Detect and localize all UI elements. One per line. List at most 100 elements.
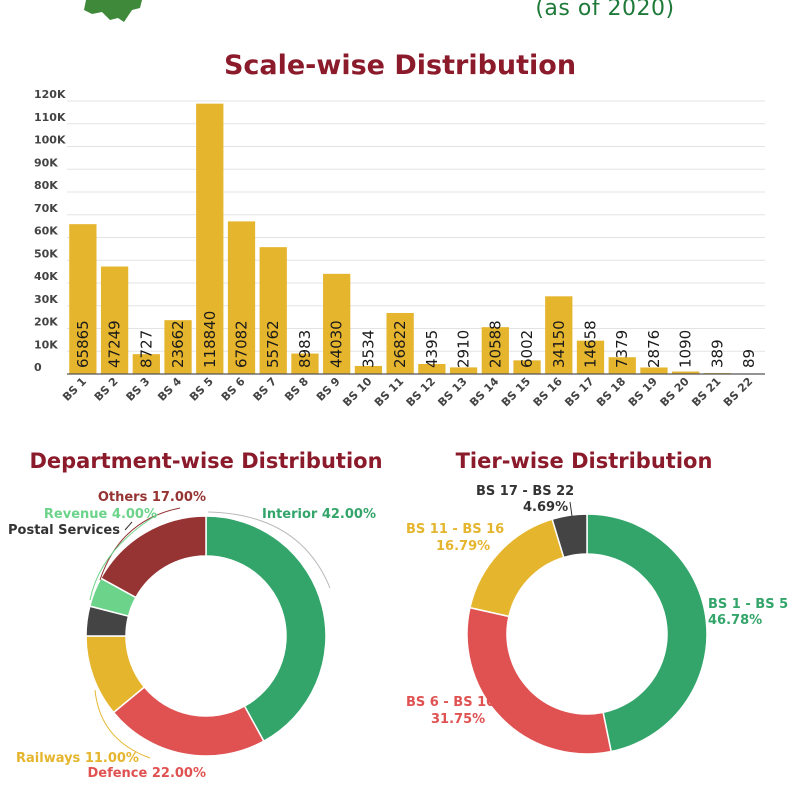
bar-data-label: 6002 <box>518 330 536 368</box>
department-slices <box>85 515 327 757</box>
bar-data-label: 4395 <box>423 330 441 368</box>
x-tick-label: BS 12 <box>404 375 438 409</box>
x-tick-label: BS 9 <box>314 375 343 404</box>
bar-data-label: 44030 <box>328 320 346 368</box>
bar <box>69 224 97 374</box>
scale-bar-chart: Scale-wise Distribution 0 10K 20K 30K 40K 50K… <box>34 50 765 409</box>
bar-data-label: 389 <box>708 339 726 368</box>
bar <box>164 320 192 374</box>
tier-percent-bs11-16: 16.79% <box>436 539 490 554</box>
y-tick-label: 30K <box>34 293 58 306</box>
bar-data-label: 67082 <box>233 320 251 368</box>
y-tick-label: 100K <box>34 134 66 147</box>
bar-data-label: 7379 <box>613 330 631 368</box>
donut-slice <box>551 513 588 559</box>
leader-line <box>94 689 151 759</box>
leader-line <box>99 507 181 581</box>
x-tick-label: BS 22 <box>721 375 755 409</box>
x-tick-label: BS 3 <box>124 375 153 404</box>
department-label-interior: Interior 42.00% <box>262 507 376 522</box>
tier-slices <box>466 513 708 755</box>
x-tick-label: BS 16 <box>531 375 565 409</box>
map-logo-icon <box>84 0 142 22</box>
bar-data-label: 1090 <box>677 330 695 368</box>
bar-x-axis: BS 1 BS 2 BS 3 BS 4 BS 5 BS 6 BS 7 BS 8 BS 9BS 1… <box>60 373 765 409</box>
x-tick-label: BS 5 <box>187 375 216 404</box>
y-tick-label: 40K <box>34 270 58 283</box>
tier-percent-bs1-5: 46.78% <box>708 613 762 628</box>
bar-data-label: 55762 <box>264 320 282 368</box>
bar-data-label: 8983 <box>296 330 314 368</box>
bar-data-label: 65865 <box>74 320 92 368</box>
leader-line <box>124 521 133 531</box>
tier-labels: BS 1 - BS 546.78% BS 6 - BS 10 31.75% BS 11… <box>406 484 788 727</box>
bar-data-label: 26822 <box>391 320 409 368</box>
x-tick-label: BS 21 <box>689 375 723 409</box>
x-tick-label: BS 7 <box>251 375 280 404</box>
donut-slice <box>99 515 207 599</box>
y-tick-label: 80K <box>34 179 58 192</box>
bar-data-label: 47249 <box>106 320 124 368</box>
y-tick-label: 20K <box>34 316 58 329</box>
y-tick-label: 10K <box>34 338 58 351</box>
y-tick-label: 70K <box>34 202 58 215</box>
tier-donut-chart: Tier-wise Distribution BS 1 - BS 546.78%… <box>406 449 788 755</box>
tier-label-bs11-16: BS 11 - BS 16 <box>406 522 504 537</box>
x-tick-label: BS 13 <box>435 375 469 409</box>
y-tick-label: 50K <box>34 247 58 260</box>
bar-grid <box>67 100 765 352</box>
y-tick-label: 90K <box>34 156 58 169</box>
bar <box>481 327 509 374</box>
bar <box>259 247 287 374</box>
tier-chart-title: Tier-wise Distribution <box>456 449 713 473</box>
x-tick-label: BS 10 <box>340 375 374 409</box>
donut-slice <box>586 513 708 753</box>
bar-data-label: 2876 <box>645 330 663 368</box>
department-labels: Interior 42.00% Defence 22.00%Railways 11… <box>8 490 376 781</box>
leader-line <box>89 513 159 601</box>
tier-percent-bs6-10: 31.75% <box>431 712 485 727</box>
bar-data-label: 118840 <box>201 311 219 368</box>
bar <box>640 367 668 374</box>
department-donut-chart: Department-wise Distribution Interior 42… <box>8 449 383 781</box>
bar-data-label: 3534 <box>359 330 377 368</box>
y-tick-label: 110K <box>34 111 66 124</box>
tier-percent-bs17-22: 4.69% <box>523 500 568 515</box>
tier-label-bs1-5: BS 1 - BS 5 <box>708 597 788 612</box>
y-tick-label: 60K <box>34 225 58 238</box>
bar-data-label: 14658 <box>582 320 600 368</box>
leader-line <box>569 501 573 517</box>
bar <box>100 266 129 374</box>
x-tick-label: BS 18 <box>594 375 628 409</box>
bar <box>672 371 700 374</box>
bar-data-label: 8727 <box>137 330 155 368</box>
x-tick-label: BS 14 <box>467 375 501 409</box>
x-tick-label: BS 17 <box>562 375 596 409</box>
department-chart-title: Department-wise Distribution <box>29 449 382 473</box>
bar <box>227 221 256 374</box>
department-label-defence: Defence 22.00% <box>87 766 206 781</box>
bar-data-labels: 65865 47249 8727 23662 118840 67082 55762 8983 4… <box>74 311 758 368</box>
bar <box>386 312 414 374</box>
bar-data-label: 89 <box>740 349 758 368</box>
department-label-revenue: Revenue 4.00% <box>44 507 157 522</box>
bar-chart-title: Scale-wise Distribution <box>224 50 576 81</box>
department-label-railways: Railways 11.00% <box>16 751 139 766</box>
donut-slice <box>112 685 265 757</box>
bar <box>449 367 478 374</box>
bar-data-label: 34150 <box>550 320 568 368</box>
x-tick-label: BS 1 <box>60 375 89 404</box>
bar <box>196 103 224 374</box>
bar <box>291 353 319 374</box>
bar-data-label: 23662 <box>169 320 187 368</box>
bar <box>608 357 636 374</box>
x-tick-label: BS 15 <box>499 375 533 409</box>
bar <box>576 340 605 374</box>
x-tick-label: BS 2 <box>92 375 121 404</box>
x-tick-label: BS 20 <box>658 375 692 409</box>
bar <box>323 273 351 374</box>
donut-slice <box>205 515 327 743</box>
bar <box>354 365 383 374</box>
department-label-others: Others 17.00% <box>98 490 206 505</box>
y-tick-label: 0 <box>34 361 42 374</box>
